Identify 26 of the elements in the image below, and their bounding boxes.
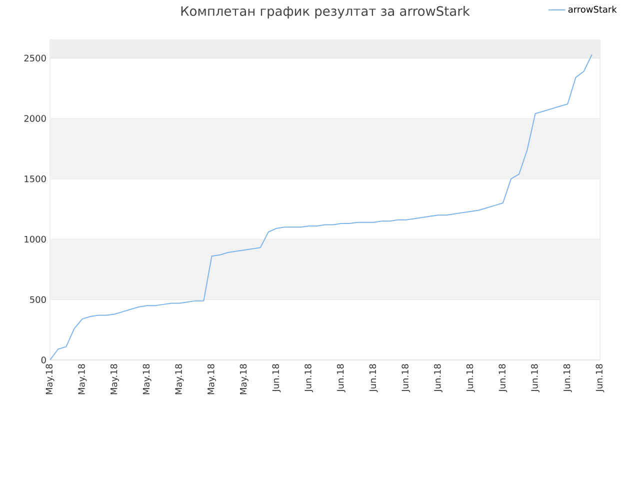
x-tick-label: May.18 [208,364,216,394]
x-tick-label: Jun.18 [498,364,508,392]
y-tick-label: 2500 [24,54,46,62]
y-tick-label: 2000 [24,115,46,122]
x-tick-label: Jun.18 [466,364,475,392]
y-tick-label: 1000 [24,236,46,243]
x-tick-label: Jun.18 [402,364,410,392]
y-tick-label: 1500 [24,175,46,182]
x-tick-label: Jun.18 [434,364,442,392]
x-tick-label: Jun.18 [272,364,281,392]
x-tick-label: Jun.18 [563,364,572,392]
y-tick-label: 500 [30,296,46,303]
legend-label: arrowStark [568,6,617,13]
x-tick-label: May.18 [142,364,152,394]
x-tick-label: Jun.18 [531,364,540,392]
x-tick-label: May.18 [240,364,248,394]
y-tick-label: 0 [41,356,46,364]
x-tick-label: May.18 [175,364,184,394]
x-tick-label: Jun.18 [369,364,378,392]
x-tick-label: Jun.18 [596,364,604,392]
x-tick-label: May.18 [110,364,119,394]
chart-title: Комплетан график резултат за arrowStark [181,6,470,18]
x-tick-label: May.18 [46,364,54,394]
x-tick-label: Jun.18 [336,364,346,392]
x-tick-label: Jun.18 [304,364,314,392]
x-tick-label: May.18 [78,364,87,394]
